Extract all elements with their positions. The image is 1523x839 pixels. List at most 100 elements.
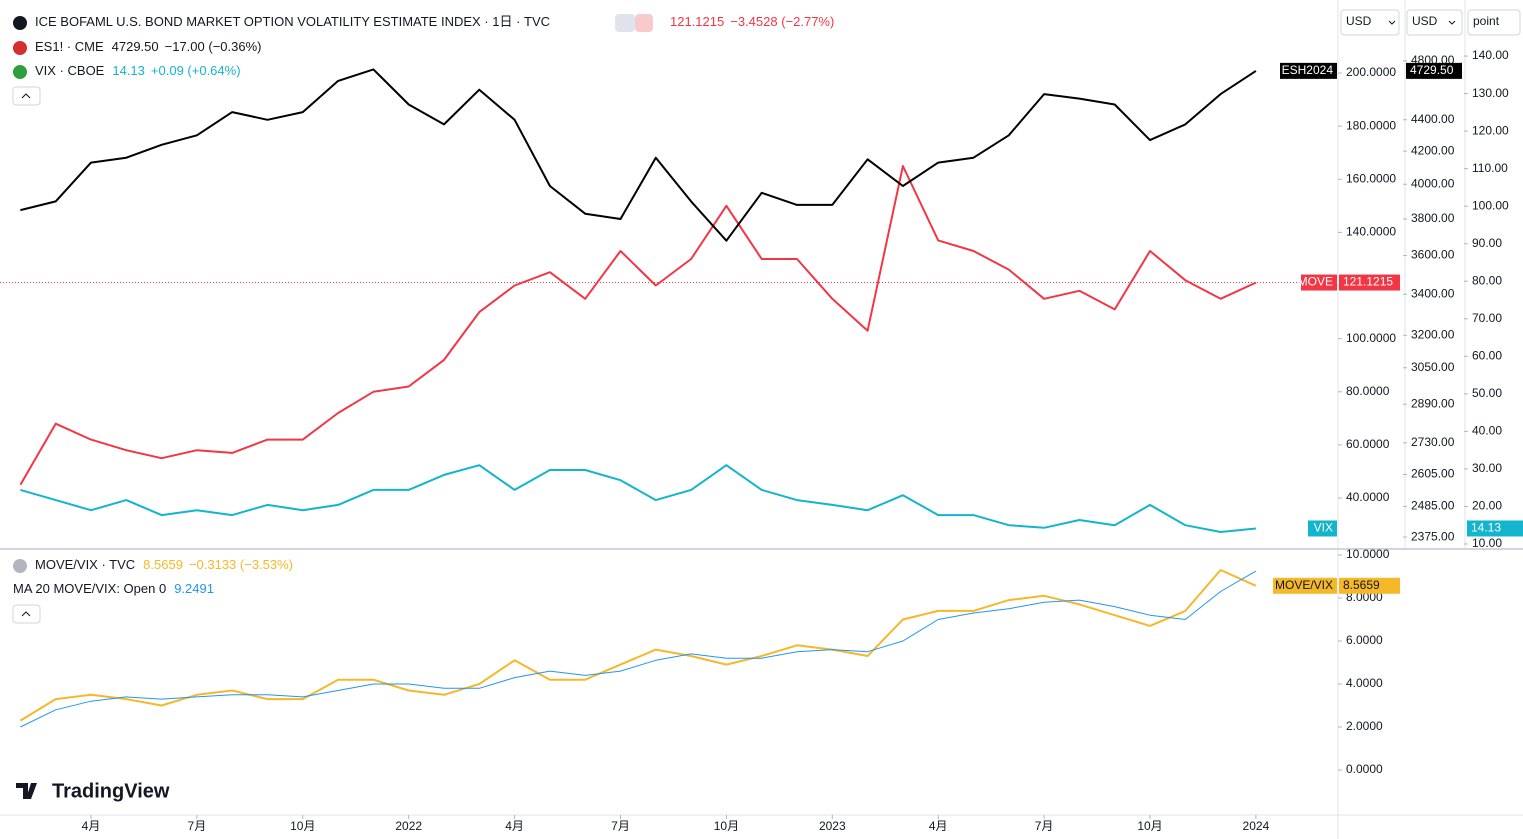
y-tick-label: 2730.00 (1411, 435, 1455, 449)
symbol-icon (13, 41, 27, 55)
dropdown-arrow (1448, 20, 1456, 25)
x-tick-label: 4月 (929, 819, 948, 833)
y-tick-label: 6.0000 (1346, 633, 1383, 647)
collapse-button[interactable] (12, 86, 41, 106)
price-tag-name: MOVE (1298, 275, 1333, 289)
y-tick-label: 2605.00 (1411, 467, 1455, 481)
y-tick-label: 10.00 (1472, 536, 1502, 550)
y-tick-label: 4400.00 (1411, 112, 1455, 126)
legend-row: ICE BOFAML U.S. BOND MARKET OPTION VOLAT… (35, 14, 550, 29)
price-tag-name-bg (1301, 274, 1337, 291)
price-tag-value: 14.13 (1471, 521, 1501, 535)
price-tag-value: 8.5659 (1343, 578, 1380, 592)
price-tag-name-bg (1273, 577, 1337, 594)
y-tick-label: 10.0000 (1346, 547, 1390, 561)
y-tick-label: 2375.00 (1411, 529, 1455, 543)
currency-select[interactable] (1406, 9, 1463, 36)
y-tick-label: 140.00 (1472, 48, 1509, 62)
y-tick-label: 2485.00 (1411, 499, 1455, 513)
unit-label: point (1473, 14, 1500, 28)
y-tick-label: 50.00 (1472, 386, 1502, 400)
x-tick-label: 7月 (611, 819, 630, 833)
y-tick-label: 80.0000 (1346, 384, 1390, 398)
symbol-icon (13, 559, 27, 573)
currency-select[interactable] (1340, 9, 1400, 36)
collapse-icon (21, 93, 31, 99)
x-tick-label: 4月 (505, 819, 524, 833)
x-tick-label: 2023 (819, 819, 846, 833)
price-tag-name: MOVE/VIX (1275, 578, 1333, 592)
legend-row: VIX · CBOE 14.13 +0.09 (+0.64%) (35, 63, 241, 78)
legend-part: −17.00 (−0.36%) (165, 39, 262, 54)
y-tick-label: 30.00 (1472, 461, 1502, 475)
x-tick-label: 7月 (1035, 819, 1054, 833)
unit-select[interactable] (1467, 9, 1521, 36)
y-tick-label: 3050.00 (1411, 360, 1455, 374)
x-tick-label: 10月 (290, 819, 315, 833)
y-tick-label: 180.0000 (1346, 118, 1396, 132)
y-tick-label: 60.0000 (1346, 437, 1390, 451)
logo-mark (16, 783, 37, 799)
collapse-icon (21, 611, 31, 617)
x-tick-label: 2022 (395, 819, 422, 833)
x-tick-label: 10月 (714, 819, 739, 833)
price-tag-name: ESH2024 (1282, 63, 1334, 77)
y-tick-label: 0.0000 (1346, 762, 1383, 776)
y-tick-label: 140.0000 (1346, 225, 1396, 239)
y-tick-label: 200.0000 (1346, 65, 1396, 79)
price-tag-name-bg (1280, 62, 1337, 79)
currency-label: USD (1412, 14, 1438, 28)
legend-row: MOVE/VIX · TVC 8.5659 −0.3133 (−3.53%) (35, 557, 293, 572)
y-tick-label: 2.0000 (1346, 719, 1383, 733)
price-tag-value-bg (1339, 274, 1400, 291)
y-tick-label: 3400.00 (1411, 286, 1455, 300)
price-tag-value-bg (1467, 520, 1523, 537)
x-tick-label: 7月 (188, 819, 207, 833)
badge (615, 14, 635, 32)
price-tag-value: 4729.50 (1410, 63, 1454, 77)
y-tick-label: 20.00 (1472, 499, 1502, 513)
y-tick-label: 60.00 (1472, 348, 1502, 362)
y-tick-label: 100.0000 (1346, 331, 1396, 345)
currency-label: USD (1346, 14, 1372, 28)
legend-part: ICE BOFAML U.S. BOND MARKET OPTION VOLAT… (35, 14, 550, 29)
legend-row: 121.1215 −3.4528 (−2.77%) (670, 14, 834, 29)
legend-part: VIX · CBOE (35, 63, 105, 78)
y-tick-label: 4.0000 (1346, 676, 1383, 690)
y-tick-label: 4000.00 (1411, 176, 1455, 190)
y-tick-label: 3200.00 (1411, 327, 1455, 341)
series-line (20, 464, 1256, 533)
legend-part: +0.09 (+0.64%) (151, 63, 241, 78)
x-tick-label: 10月 (1137, 819, 1162, 833)
badge (635, 14, 653, 32)
legend-part: −0.3133 (−3.53%) (189, 557, 293, 572)
dropdown-arrow (1388, 20, 1396, 25)
y-tick-label: 80.00 (1472, 273, 1502, 287)
toolbar: USD USD point (1340, 9, 1521, 36)
legend-part: 8.5659 (143, 557, 183, 572)
legend-part: MOVE/VIX · TVC (35, 557, 135, 572)
legend-part: 121.1215 (670, 14, 724, 29)
price-tag-value-bg (1406, 62, 1462, 79)
collapse-button[interactable] (12, 604, 41, 624)
series-line (20, 68, 1257, 242)
legend-part: MA 20 MOVE/VIX: Open 0 (13, 581, 166, 596)
x-tick-label: 2024 (1243, 819, 1270, 833)
symbol-icon (13, 16, 27, 30)
y-tick-label: 110.00 (1472, 161, 1508, 175)
header-icons (12, 14, 653, 624)
price-tag-name-bg (1308, 520, 1337, 537)
y-tick-label: 3600.00 (1411, 248, 1455, 262)
y-tick-label: 40.0000 (1346, 490, 1390, 504)
logo-text: TradingView (52, 780, 170, 802)
y-tick-label: 100.00 (1472, 198, 1509, 212)
series-line (19, 165, 1257, 486)
x-tick-label: 4月 (82, 819, 101, 833)
series-line (19, 569, 1257, 722)
series-line (20, 570, 1257, 728)
legend-part: ES1! · CME (35, 39, 104, 54)
price-tag-value-bg (1339, 577, 1400, 594)
logo: TradingView (16, 780, 170, 802)
legend-part: −3.4528 (−2.77%) (730, 14, 834, 29)
